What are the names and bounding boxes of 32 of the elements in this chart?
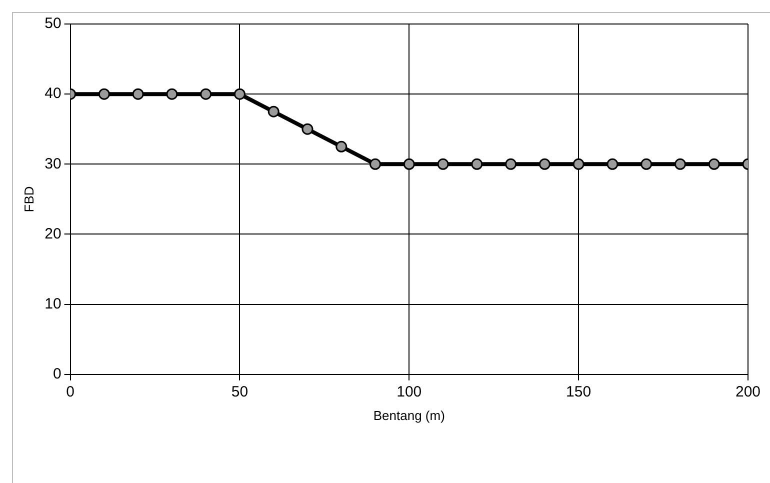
x-tick-label: 0 xyxy=(66,384,74,401)
point xyxy=(98,88,110,100)
point xyxy=(505,158,517,170)
point xyxy=(708,158,720,170)
point xyxy=(336,140,348,152)
point xyxy=(370,158,382,170)
point xyxy=(538,158,550,170)
x-tick-label: 50 xyxy=(231,384,248,401)
y-tick-label: 20 xyxy=(44,225,62,242)
point xyxy=(268,106,280,118)
x-tick-label: 150 xyxy=(566,384,592,401)
y-tick-label: 40 xyxy=(44,85,62,102)
point xyxy=(132,88,144,100)
point xyxy=(234,88,246,100)
y-tick-label: 10 xyxy=(44,295,62,312)
point xyxy=(606,158,618,170)
point xyxy=(640,158,652,170)
y-tick-label: 30 xyxy=(44,155,62,172)
point xyxy=(200,88,212,100)
x-tick-label: 200 xyxy=(735,384,761,401)
point xyxy=(437,158,449,170)
point xyxy=(572,158,584,170)
y-axis-title: FBD xyxy=(21,186,36,212)
point xyxy=(302,123,314,135)
y-tick-label: 50 xyxy=(44,15,62,32)
y-tick-label: 0 xyxy=(52,366,62,383)
point xyxy=(471,158,483,170)
point xyxy=(166,88,178,100)
x-tick-label: 100 xyxy=(396,384,422,401)
point xyxy=(403,158,415,170)
point xyxy=(674,158,686,170)
x-axis-title: Bentang (m) xyxy=(373,408,445,423)
